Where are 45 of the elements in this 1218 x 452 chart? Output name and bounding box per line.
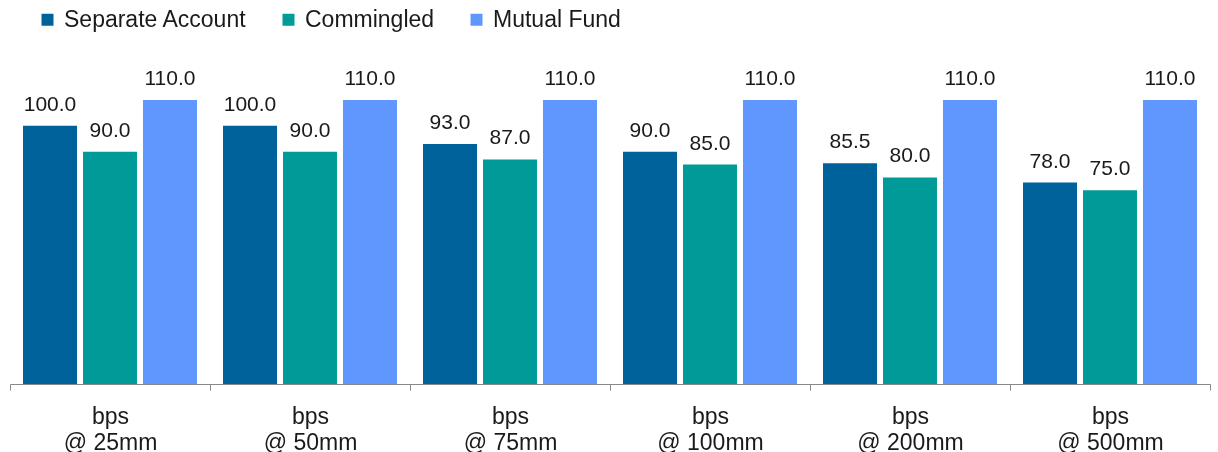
x-tick-label: bps @ 200mm <box>857 402 964 452</box>
data-label: 78.0 <box>1029 148 1071 172</box>
data-label: 110.0 <box>144 66 196 89</box>
data-label: 75.0 <box>1089 156 1131 180</box>
bar <box>1143 100 1197 384</box>
data-label: 80.0 <box>889 143 931 167</box>
x-tick-label: bps @ 75mm <box>463 402 558 452</box>
bar <box>23 125 77 384</box>
data-label: 90.0 <box>289 117 331 141</box>
bar <box>1023 182 1077 384</box>
data-label: 87.0 <box>489 125 531 149</box>
bar <box>223 125 277 384</box>
x-tick-label: bps @ 500mm <box>1057 402 1164 452</box>
data-label: 90.0 <box>629 117 671 141</box>
bar <box>143 100 197 384</box>
data-label: 100.0 <box>23 91 77 115</box>
legend-label: Commingled <box>305 5 435 32</box>
x-tick-label: bps @ 100mm <box>657 402 764 452</box>
bar <box>883 177 937 384</box>
x-tick-label: bps @ 50mm <box>263 402 358 452</box>
data-label: 110.0 <box>1144 66 1196 89</box>
data-label: 85.0 <box>689 130 731 154</box>
legend-label: Separate Account <box>64 5 247 32</box>
bar <box>1083 190 1137 384</box>
bar <box>943 100 997 384</box>
bar <box>823 163 877 384</box>
data-label: 110.0 <box>944 66 996 89</box>
data-label: 110.0 <box>344 66 396 89</box>
bar <box>343 100 397 384</box>
bar <box>423 143 477 384</box>
data-label: 110.0 <box>744 66 796 89</box>
legend-label: Mutual Fund <box>493 5 621 32</box>
data-label: 100.0 <box>223 91 277 115</box>
bar <box>483 159 537 384</box>
bar <box>683 164 737 384</box>
data-label: 90.0 <box>89 117 131 141</box>
bar <box>283 151 337 384</box>
data-label: 110.0 <box>544 66 596 89</box>
data-label: 85.5 <box>829 129 871 153</box>
bar <box>83 151 137 384</box>
x-tick-label: bps @ 25mm <box>63 402 158 452</box>
bar <box>743 100 797 384</box>
bar <box>543 100 597 384</box>
bar <box>623 151 677 384</box>
data-label: 93.0 <box>429 109 471 133</box>
